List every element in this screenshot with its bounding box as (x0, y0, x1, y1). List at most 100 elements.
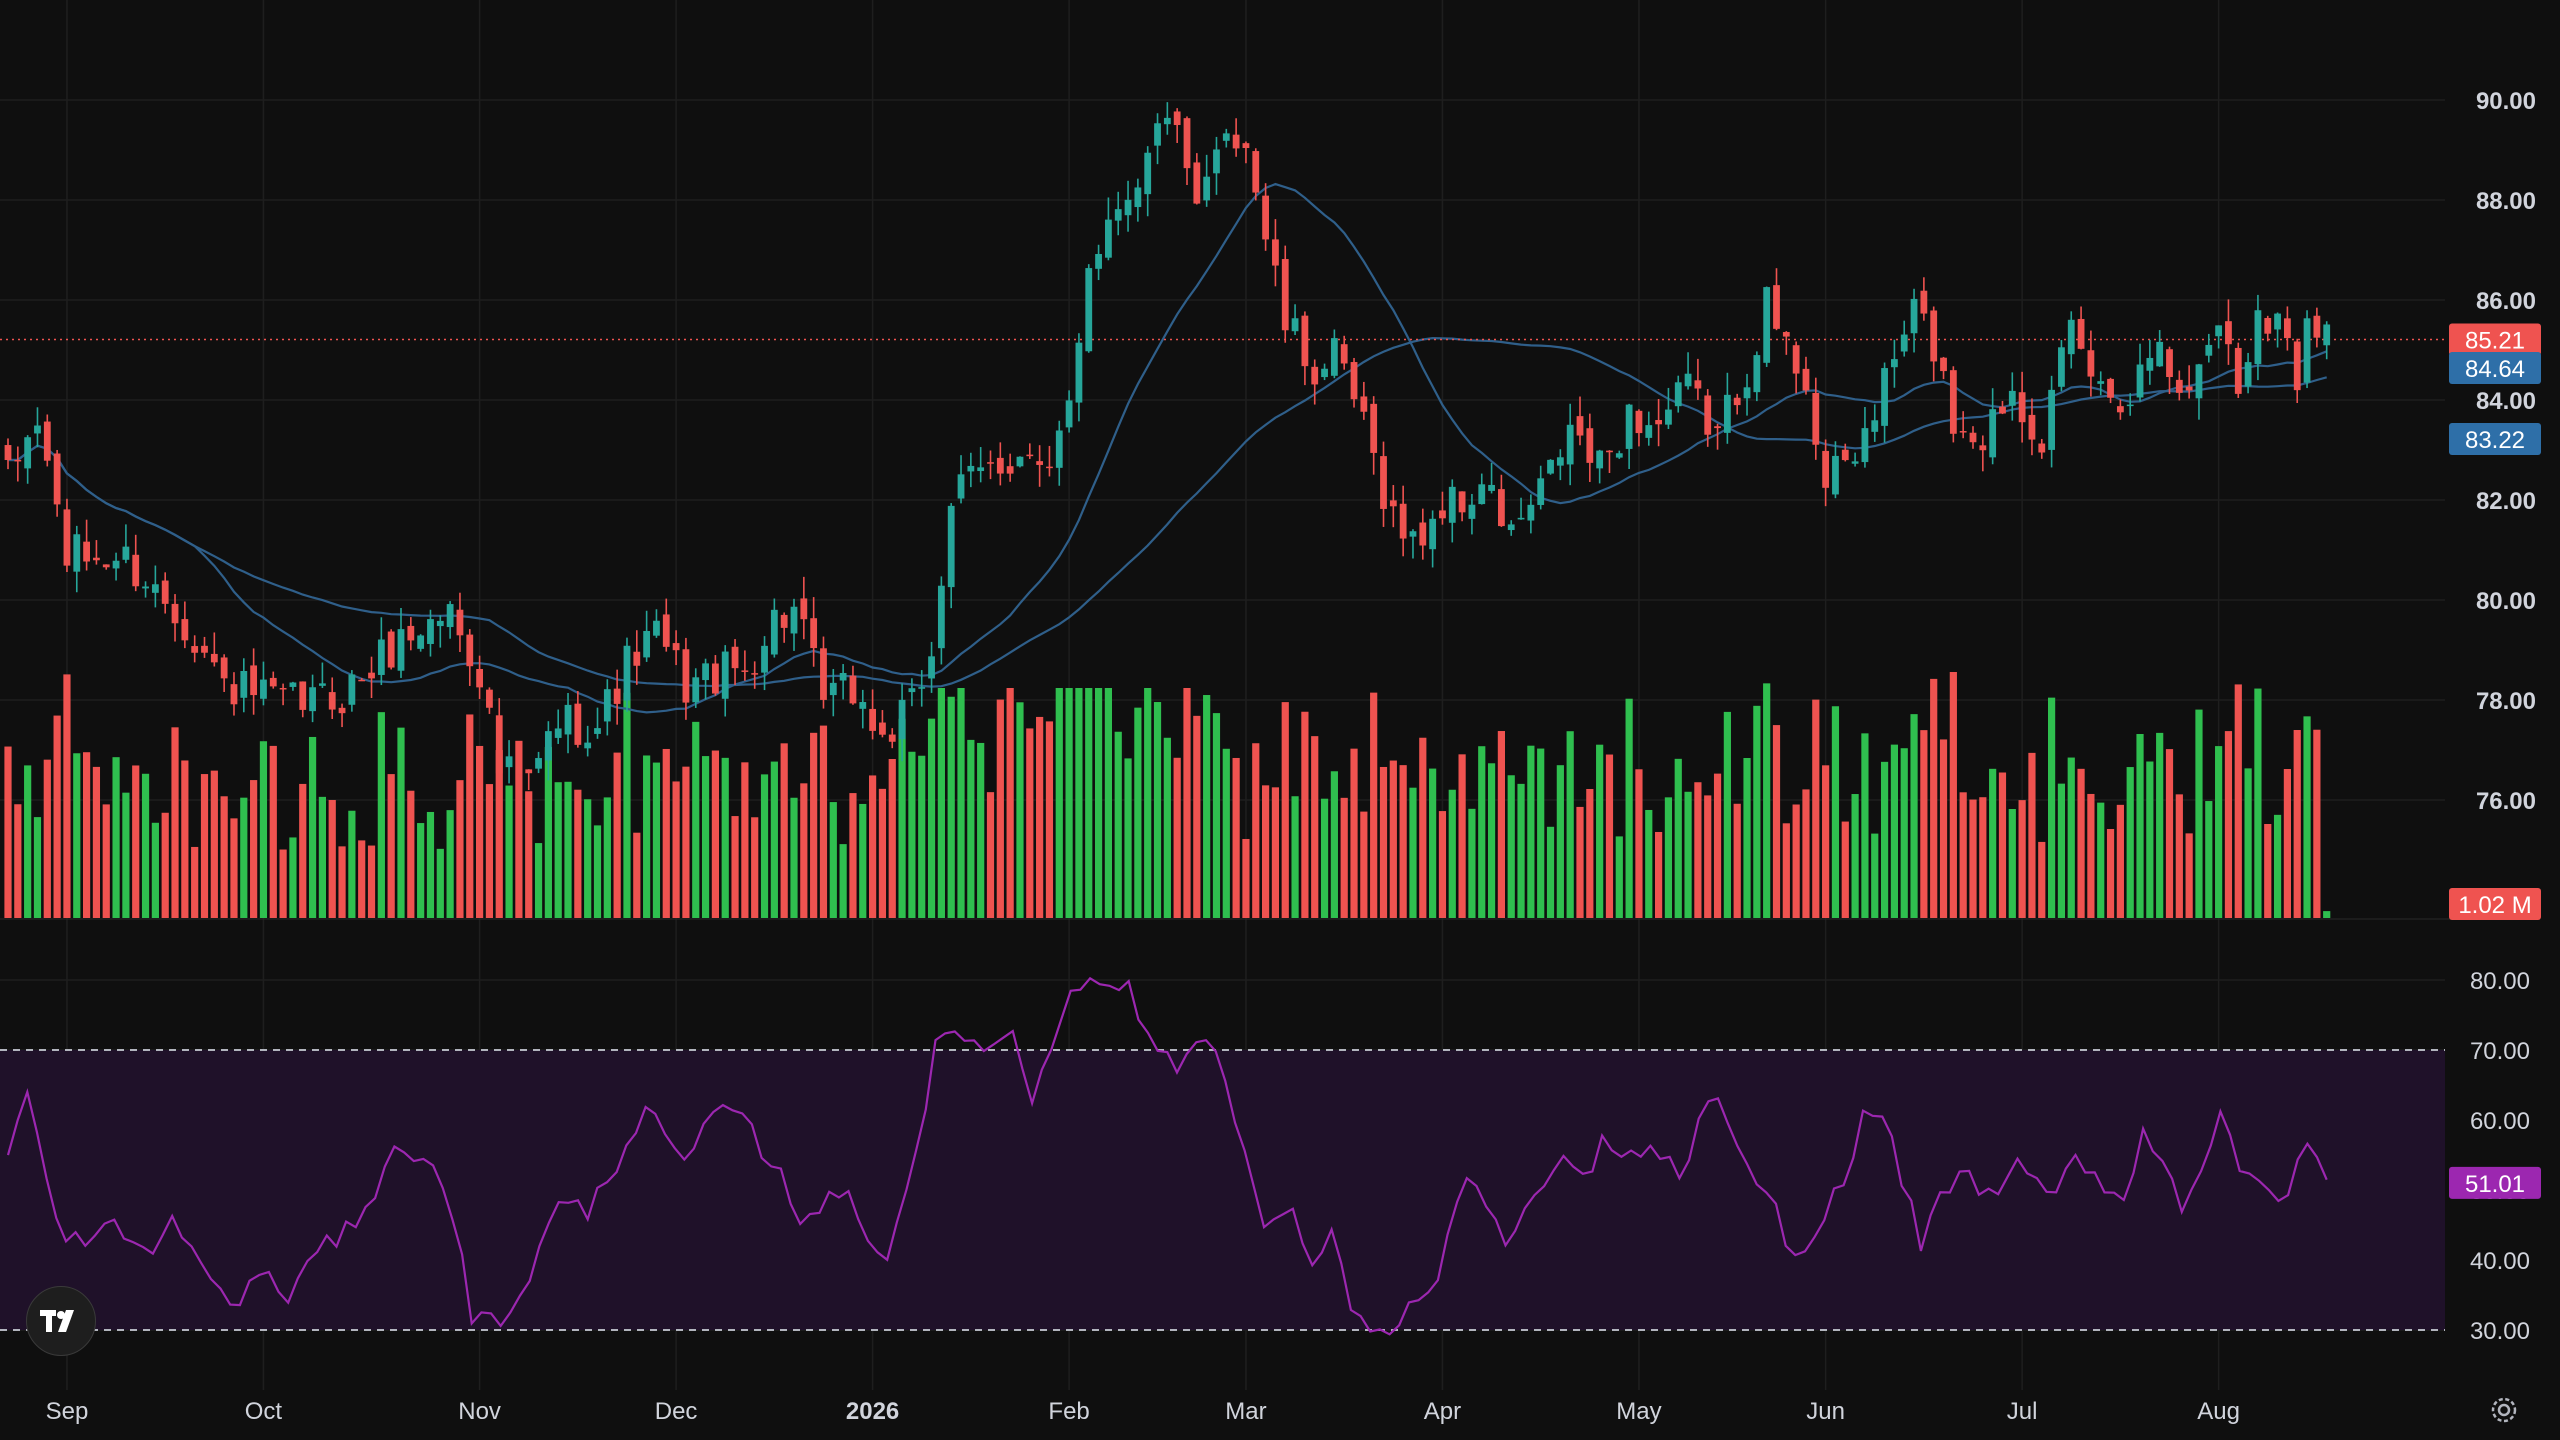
volume-bar (1419, 737, 1427, 918)
volume-bar (466, 714, 474, 918)
volume-bar (200, 774, 209, 918)
volume-bar (122, 792, 130, 918)
volume-bar (1831, 706, 1840, 918)
volume-bar (24, 765, 32, 918)
volume-bar (957, 688, 965, 918)
candle-body (1252, 151, 1260, 193)
candle-body (879, 722, 886, 735)
rsi-band-lines (0, 1049, 2445, 1331)
volume-bar (1930, 678, 1938, 918)
candle-body (1498, 489, 1505, 527)
candle-body (1900, 334, 1908, 352)
candle-body (1704, 395, 1712, 435)
time-tick-label: 2026 (846, 1398, 899, 1425)
volume-bar (2244, 768, 2252, 918)
volume-bar (869, 775, 877, 918)
candle-body (368, 672, 375, 679)
volume-bar (2234, 684, 2242, 918)
candle-body (2097, 381, 2105, 384)
candle-body (486, 689, 493, 708)
volume-bar (1743, 757, 1751, 918)
candle-body (1714, 426, 1721, 429)
candle-body (859, 702, 867, 709)
volume-bar (1920, 730, 1928, 918)
candle-body (1665, 409, 1672, 425)
volume-bar (1144, 688, 1152, 918)
candle-body (2067, 319, 2075, 355)
volume-bar (220, 796, 228, 918)
candle-body (1213, 149, 1220, 174)
candle-body (407, 625, 415, 641)
time-axis[interactable]: Sep Oct Nov Dec 2026 Feb Mar Apr May Jun Jul Aug (46, 1398, 2240, 1425)
volume-bar (829, 802, 837, 918)
volume-bar (112, 757, 120, 918)
settings-gear-icon[interactable] (2486, 1392, 2522, 1428)
candle-body (2323, 324, 2331, 346)
candle-body (387, 631, 395, 668)
candle-body (790, 606, 798, 634)
time-tick-label: Jul (2007, 1398, 2038, 1425)
volume-bar (1320, 798, 1329, 918)
volume-bar (1271, 787, 1280, 918)
candle-body (53, 453, 61, 505)
time-tick-label: Sep (46, 1398, 89, 1425)
volume-bar (908, 751, 916, 918)
time-tick-label: May (1616, 1398, 1661, 1425)
price-axis[interactable]: 90.00 88.00 86.00 84.00 82.00 80.00 78.00 76.00 (2476, 88, 2536, 815)
volume-bar (525, 791, 533, 918)
volume-bar (790, 797, 798, 918)
tv-logo-glyph (40, 1310, 74, 1332)
candle-body (1026, 454, 1034, 457)
volume-bar (328, 799, 336, 918)
candle-body (1380, 456, 1387, 509)
volume-bar (1772, 725, 1781, 918)
volume-bar (14, 804, 22, 918)
tradingview-logo-icon[interactable] (26, 1286, 96, 1356)
volume-bar (308, 736, 317, 918)
volume-bar (1134, 707, 1142, 918)
volume-bar (760, 774, 769, 918)
candle-body (299, 681, 307, 710)
volume-bar (1114, 731, 1122, 918)
candle-body (230, 684, 238, 705)
volume-bar (2264, 823, 2272, 918)
candle-body (2008, 390, 2016, 406)
volume-bar (770, 761, 778, 918)
candle-body (210, 653, 218, 663)
candle-body (2058, 347, 2065, 387)
volume-bar (574, 789, 582, 918)
candle-body (1340, 344, 1348, 364)
candle-body (2195, 364, 2203, 399)
candle-body (1674, 382, 1682, 407)
candle-body (770, 609, 778, 655)
volume-bar (1350, 748, 1358, 918)
candle-body (2254, 310, 2262, 365)
candle-body (947, 505, 955, 588)
volume-bar (1006, 688, 1014, 918)
volume-bar (1183, 688, 1191, 918)
volume-bar (613, 752, 621, 918)
candle-body (584, 742, 592, 749)
volume-bar (1281, 702, 1289, 918)
volume-bar (367, 845, 376, 918)
candle-body (1969, 432, 1977, 443)
candle-body (319, 683, 326, 686)
volume-bar (1792, 804, 1800, 918)
volume-bar (2028, 752, 2036, 918)
volume-bar (1026, 728, 1034, 918)
volume-bar (2195, 709, 2203, 918)
volume-bar (1399, 765, 1407, 918)
candle-body (358, 679, 366, 682)
volume-bar (977, 742, 985, 918)
candle-body (987, 462, 994, 464)
volume-bar (1045, 721, 1054, 918)
candle-body (397, 629, 405, 671)
candle-body (1242, 143, 1250, 149)
volume-bar (1370, 692, 1378, 918)
candle-body (171, 603, 179, 624)
ma-slow-badge: 83.22 (2465, 427, 2525, 454)
volume-bar (1664, 797, 1673, 918)
volume-bar (2273, 814, 2282, 918)
